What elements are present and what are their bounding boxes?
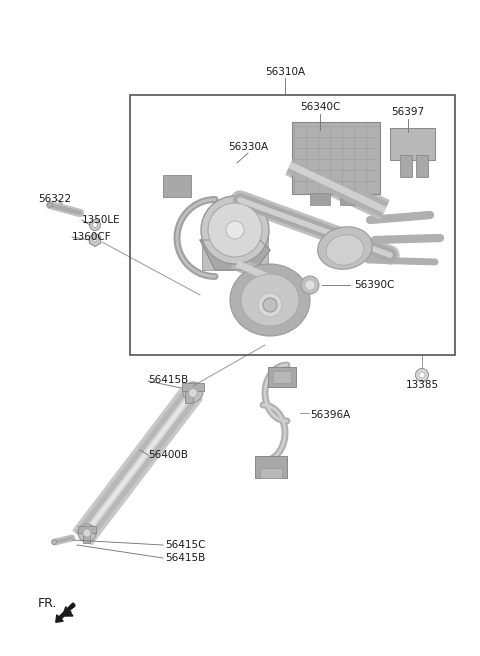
Bar xyxy=(83,533,90,543)
Ellipse shape xyxy=(230,264,310,336)
Ellipse shape xyxy=(48,203,52,207)
Ellipse shape xyxy=(263,298,277,312)
Polygon shape xyxy=(200,240,270,270)
Bar xyxy=(130,95,455,355)
Bar xyxy=(400,155,412,177)
Ellipse shape xyxy=(226,221,244,239)
FancyArrow shape xyxy=(56,603,75,623)
Bar xyxy=(163,175,191,197)
Ellipse shape xyxy=(201,196,269,264)
Polygon shape xyxy=(60,606,75,616)
Ellipse shape xyxy=(301,276,319,294)
Ellipse shape xyxy=(93,222,97,228)
Text: 56415B: 56415B xyxy=(165,553,205,563)
Bar xyxy=(202,230,268,270)
Text: 56396A: 56396A xyxy=(310,410,350,420)
Ellipse shape xyxy=(78,524,96,542)
Text: FR.: FR. xyxy=(38,597,58,610)
Ellipse shape xyxy=(51,539,57,544)
Text: 1360CF: 1360CF xyxy=(72,232,112,242)
Bar xyxy=(260,468,282,478)
Text: 56397: 56397 xyxy=(391,107,425,117)
Bar xyxy=(185,391,193,403)
Text: 56340C: 56340C xyxy=(300,102,340,112)
Ellipse shape xyxy=(326,235,364,265)
Ellipse shape xyxy=(241,274,299,326)
Text: 56330A: 56330A xyxy=(228,142,268,152)
Bar xyxy=(78,526,96,533)
Bar xyxy=(416,155,428,177)
Bar xyxy=(273,371,291,383)
Text: 56415B: 56415B xyxy=(148,375,188,385)
Bar xyxy=(268,367,296,387)
Ellipse shape xyxy=(419,372,425,378)
Bar xyxy=(310,193,330,205)
Text: 13385: 13385 xyxy=(406,380,439,390)
Ellipse shape xyxy=(208,203,262,257)
Ellipse shape xyxy=(93,238,97,242)
Text: 56322: 56322 xyxy=(38,194,71,204)
Ellipse shape xyxy=(189,388,197,398)
Ellipse shape xyxy=(416,369,429,382)
Ellipse shape xyxy=(183,382,203,402)
Ellipse shape xyxy=(83,529,91,537)
Text: 56415C: 56415C xyxy=(165,540,205,550)
Ellipse shape xyxy=(89,220,100,230)
Bar xyxy=(340,193,360,205)
Bar xyxy=(182,383,204,391)
Bar xyxy=(390,128,435,160)
Text: 56400B: 56400B xyxy=(148,450,188,460)
Text: 56310A: 56310A xyxy=(265,67,305,77)
Bar xyxy=(292,122,380,194)
Ellipse shape xyxy=(305,280,315,290)
Ellipse shape xyxy=(258,293,282,317)
Ellipse shape xyxy=(318,227,372,269)
Bar xyxy=(255,456,287,478)
Text: 56390C: 56390C xyxy=(354,280,395,290)
Text: 1350LE: 1350LE xyxy=(82,215,120,225)
